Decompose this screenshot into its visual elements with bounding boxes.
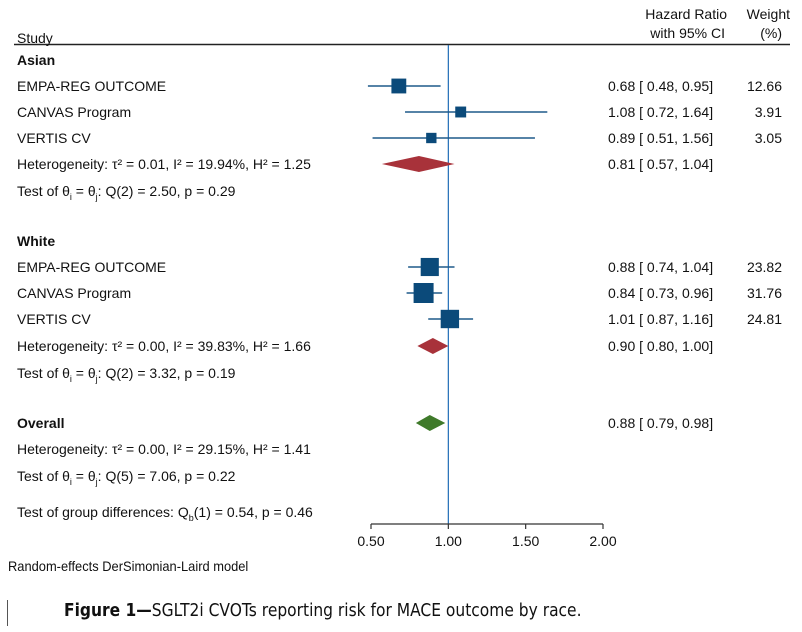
hr-ci-value: 0.68 [ 0.48, 0.95] <box>608 78 714 94</box>
hr-ci-value: 1.01 [ 0.87, 1.16] <box>608 311 714 327</box>
caption-text: SGLT2i CVOTs reporting risk for MACE out… <box>151 600 582 621</box>
weight-value: 31.76 <box>746 285 782 301</box>
caption-margin-bar <box>7 600 8 626</box>
x-tick-label: 1.00 <box>435 533 462 549</box>
hr-ci-value: 0.88 [ 0.74, 1.04] <box>608 259 714 275</box>
group-difference-test-text: Test of group differences: Qb(1) = 0.54,… <box>17 504 313 523</box>
column-header-hr-line1: Hazard Ratio <box>645 6 727 22</box>
column-header-weight-line2: (%) <box>760 25 782 41</box>
column-header-weight-line1: Weight <box>746 6 790 22</box>
column-header-study: Study <box>17 30 53 46</box>
study-marker <box>413 283 434 303</box>
group-summary-diamond <box>381 156 455 172</box>
study-marker <box>391 78 407 94</box>
figure-label: Figure 1— <box>64 600 152 621</box>
hr-ci-value: 0.84 [ 0.73, 0.96] <box>608 285 714 301</box>
weight-value: 12.66 <box>746 78 782 94</box>
hr-ci-overall-value: 0.88 [ 0.79, 0.98] <box>608 415 714 431</box>
group-label-white: White <box>17 233 56 249</box>
group-label-asian: Asian <box>17 52 56 68</box>
study-marker <box>426 132 437 144</box>
model-note: Random-effects DerSimonian-Laird model <box>8 558 249 574</box>
weight-value: 3.91 <box>754 104 782 120</box>
overall-summary-diamond <box>415 415 446 431</box>
study-label: CANVAS Program <box>17 285 132 301</box>
weight-value: 24.81 <box>746 311 782 327</box>
study-label: EMPA-REG OUTCOME <box>17 78 167 94</box>
homogeneity-test-text: Test of θi = θj: Q(5) = 7.06, p = 0.22 <box>17 468 236 487</box>
study-marker <box>455 106 467 118</box>
hr-ci-value: 1.08 [ 0.72, 1.64] <box>608 104 714 120</box>
study-marker <box>440 309 460 329</box>
overall-label: Overall <box>17 415 65 431</box>
hr-ci-summary-value: 0.81 [ 0.57, 1.04] <box>608 156 714 172</box>
group-summary-diamond <box>417 338 449 354</box>
x-tick-label: 2.00 <box>589 533 616 549</box>
homogeneity-test-text: Test of θi = θj: Q(2) = 2.50, p = 0.29 <box>17 183 236 202</box>
study-label: VERTIS CV <box>17 130 91 146</box>
hr-ci-summary-value: 0.90 [ 0.80, 1.00] <box>608 338 714 354</box>
heterogeneity-text: Heterogeneity: τ² = 0.00, I² = 39.83%, H… <box>17 338 311 354</box>
study-label: VERTIS CV <box>17 311 91 327</box>
x-tick-label: 0.50 <box>357 533 384 549</box>
heterogeneity-text: Heterogeneity: τ² = 0.01, I² = 19.94%, H… <box>17 156 311 172</box>
weight-value: 23.82 <box>746 259 782 275</box>
figure-caption: Figure 1—SGLT2i CVOTs reporting risk for… <box>64 600 582 621</box>
study-label: EMPA-REG OUTCOME <box>17 259 167 275</box>
column-header-hr-line2: with 95% CI <box>650 25 725 41</box>
study-marker <box>420 257 439 277</box>
weight-value: 3.05 <box>754 130 782 146</box>
homogeneity-test-text: Test of θi = θj: Q(2) = 3.32, p = 0.19 <box>17 365 236 384</box>
heterogeneity-text: Heterogeneity: τ² = 0.00, I² = 29.15%, H… <box>17 441 311 457</box>
x-tick-label: 1.50 <box>512 533 539 549</box>
study-label: CANVAS Program <box>17 104 132 120</box>
hr-ci-value: 0.89 [ 0.51, 1.56] <box>608 130 714 146</box>
